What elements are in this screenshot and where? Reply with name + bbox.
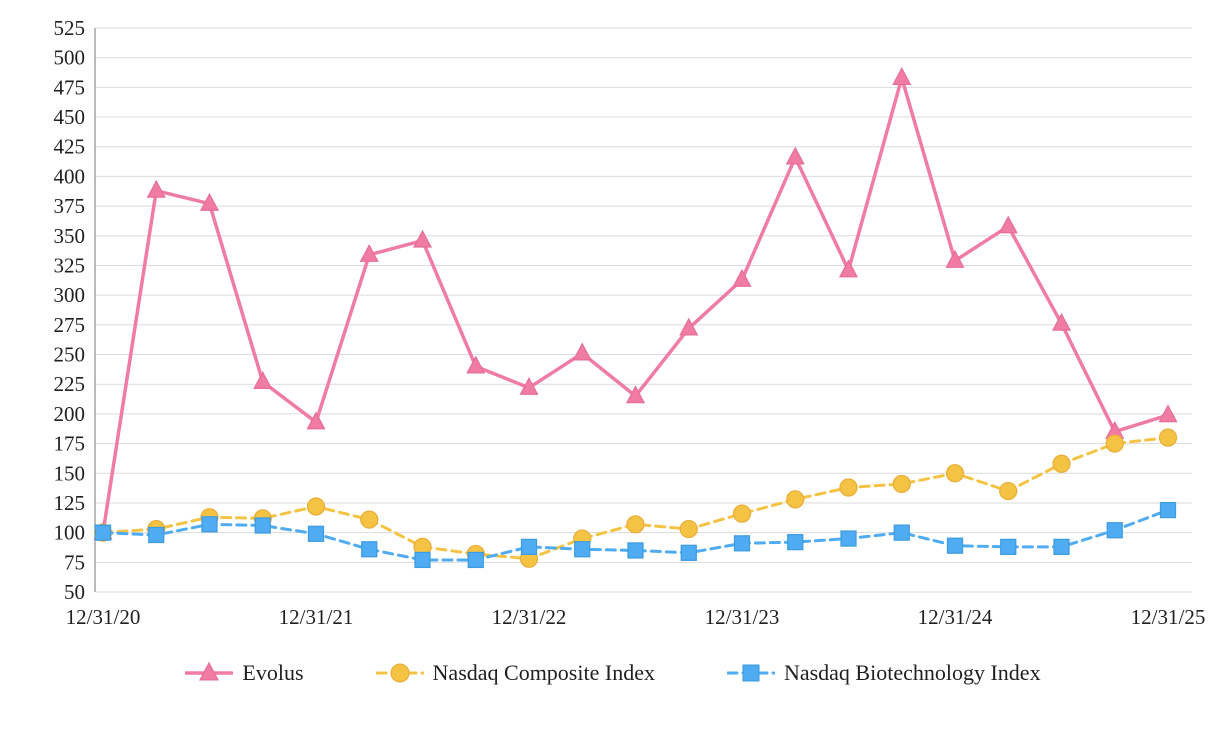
evolus-marker	[1051, 312, 1072, 331]
nasdaq-composite-index-marker	[999, 481, 1018, 501]
y-tick-label: 75	[64, 550, 85, 574]
legend-item-evolus: Evolus	[185, 660, 304, 686]
evolus-marker	[519, 376, 539, 395]
nasdaq-biotechnology-index-marker	[148, 526, 165, 544]
x-tick-label: 12/31/22	[492, 605, 567, 629]
x-tick-label: 12/31/23	[705, 605, 780, 629]
evolus-marker	[679, 317, 699, 336]
evolus-marker	[466, 355, 486, 374]
y-tick-label: 400	[54, 164, 86, 188]
evolus-line	[101, 76, 1170, 535]
nasdaq-composite-index-marker	[1052, 454, 1071, 473]
nasdaq-biotechnology-index-marker	[742, 664, 760, 682]
legend-label-evolus: Evolus	[242, 660, 304, 685]
y-tick-label: 250	[54, 343, 86, 367]
nasdaq-composite-index-marker	[839, 478, 858, 497]
evolus-marker	[625, 385, 646, 404]
nasdaq-biotechnology-index-marker	[94, 524, 112, 541]
y-tick-label: 125	[54, 491, 86, 515]
y-tick-label: 175	[54, 432, 86, 456]
nasdaq-composite-index-marker	[360, 510, 379, 529]
nasdaq-composite-index-marker	[786, 490, 805, 509]
evolus-legend-marker-icon	[185, 661, 234, 681]
evolus-marker	[146, 179, 166, 198]
evolus-marker	[892, 67, 912, 85]
legend-label-nasdaq-composite: Nasdaq Composite Index	[432, 660, 655, 685]
evolus-marker	[253, 371, 273, 389]
nasdaq-composite-legend-marker-icon	[375, 663, 424, 683]
y-tick-label: 300	[54, 283, 86, 307]
nasdaq-biotechnology-index-marker	[840, 530, 857, 547]
nasdaq-biotechnology-index-marker	[520, 538, 538, 556]
evolus-marker	[199, 192, 220, 211]
y-tick-label: 425	[54, 135, 86, 159]
nasdaq-composite-index-marker	[389, 663, 410, 683]
nasdaq-biotechnology-index-marker	[627, 542, 644, 559]
nasdaq-biotechnology-index-marker	[254, 517, 271, 534]
y-tick-label: 100	[54, 521, 86, 545]
evolus-marker	[998, 215, 1018, 234]
nasdaq-composite-index-marker	[679, 519, 698, 539]
nasdaq-biotechnology-index-marker	[1000, 538, 1017, 556]
x-tick-label: 12/31/20	[66, 605, 141, 629]
nasdaq-composite-index-marker	[626, 515, 645, 534]
nasdaq-biotechnology-index-marker	[1159, 501, 1177, 519]
nasdaq-biotechnology-index-marker	[361, 541, 378, 558]
nasdaq-biotechnology-index-marker	[893, 524, 910, 541]
legend-item-nasdaq-composite: Nasdaq Composite Index	[375, 660, 655, 686]
x-tick-label: 12/31/24	[918, 605, 993, 629]
nasdaq-composite-index-marker	[732, 504, 752, 523]
nasdaq-composite-index-marker	[1105, 434, 1124, 453]
evolus-marker	[785, 146, 805, 165]
nasdaq-biotechnology-index-marker	[1106, 522, 1123, 539]
nasdaq-biotechnology-index-marker	[201, 516, 218, 533]
evolus-marker	[306, 411, 326, 430]
y-tick-label: 375	[54, 194, 86, 218]
evolus-marker	[199, 661, 220, 681]
y-tick-label: 150	[54, 461, 86, 485]
legend-label-nasdaq-biotechnology: Nasdaq Biotechnology Index	[783, 660, 1041, 685]
nasdaq-composite-index-marker	[306, 497, 326, 516]
y-tick-label: 475	[54, 75, 86, 99]
evolus-marker	[359, 243, 379, 262]
nasdaq-biotechnology-index-marker	[574, 541, 591, 558]
chart-legend: Evolus Nasdaq Composite Index Nasdaq Bio…	[0, 660, 1226, 686]
nasdaq-composite-index-marker	[892, 474, 911, 494]
evolus-marker	[732, 268, 752, 287]
nasdaq-composite-index-marker	[945, 464, 965, 483]
nasdaq-composite-index-marker	[1158, 428, 1178, 447]
evolus-marker	[1158, 404, 1178, 423]
nasdaq-biotechnology-index-marker	[946, 537, 964, 554]
x-tick-label: 12/31/25	[1131, 605, 1206, 629]
nasdaq-biotechnology-index-marker	[414, 551, 431, 569]
evolus-marker	[838, 259, 859, 278]
line-chart-plot: 50 75 100 125 150 175 200 225 250 275 300 325 350 375…	[54, 16, 1206, 629]
nasdaq-biotechnology-index-marker	[1053, 538, 1070, 556]
nasdaq-biotechnology-legend-marker-icon	[726, 664, 775, 682]
y-tick-label: 450	[54, 105, 86, 129]
nasdaq-biotechnology-index-marker	[680, 544, 697, 561]
evolus-marker	[412, 229, 433, 248]
y-tick-label: 225	[54, 372, 86, 396]
y-tick-label: 325	[54, 253, 86, 277]
y-tick-label: 525	[54, 16, 86, 40]
nasdaq-biotechnology-index-marker	[787, 534, 804, 551]
legend-item-nasdaq-biotechnology: Nasdaq Biotechnology Index	[726, 660, 1041, 686]
x-tick-label: 12/31/21	[279, 605, 354, 629]
nasdaq-biotechnology-index-marker	[467, 551, 484, 569]
nasdaq-biotechnology-index-marker	[733, 535, 751, 552]
y-tick-label: 200	[54, 402, 86, 426]
evolus-marker	[945, 249, 965, 268]
y-tick-label: 350	[54, 224, 86, 248]
y-tick-label: 50	[64, 580, 85, 604]
evolus-marker	[572, 342, 592, 361]
nasdaq-biotechnology-index-marker	[307, 525, 325, 542]
y-tick-label: 275	[54, 313, 86, 337]
y-tick-label: 500	[54, 46, 86, 70]
